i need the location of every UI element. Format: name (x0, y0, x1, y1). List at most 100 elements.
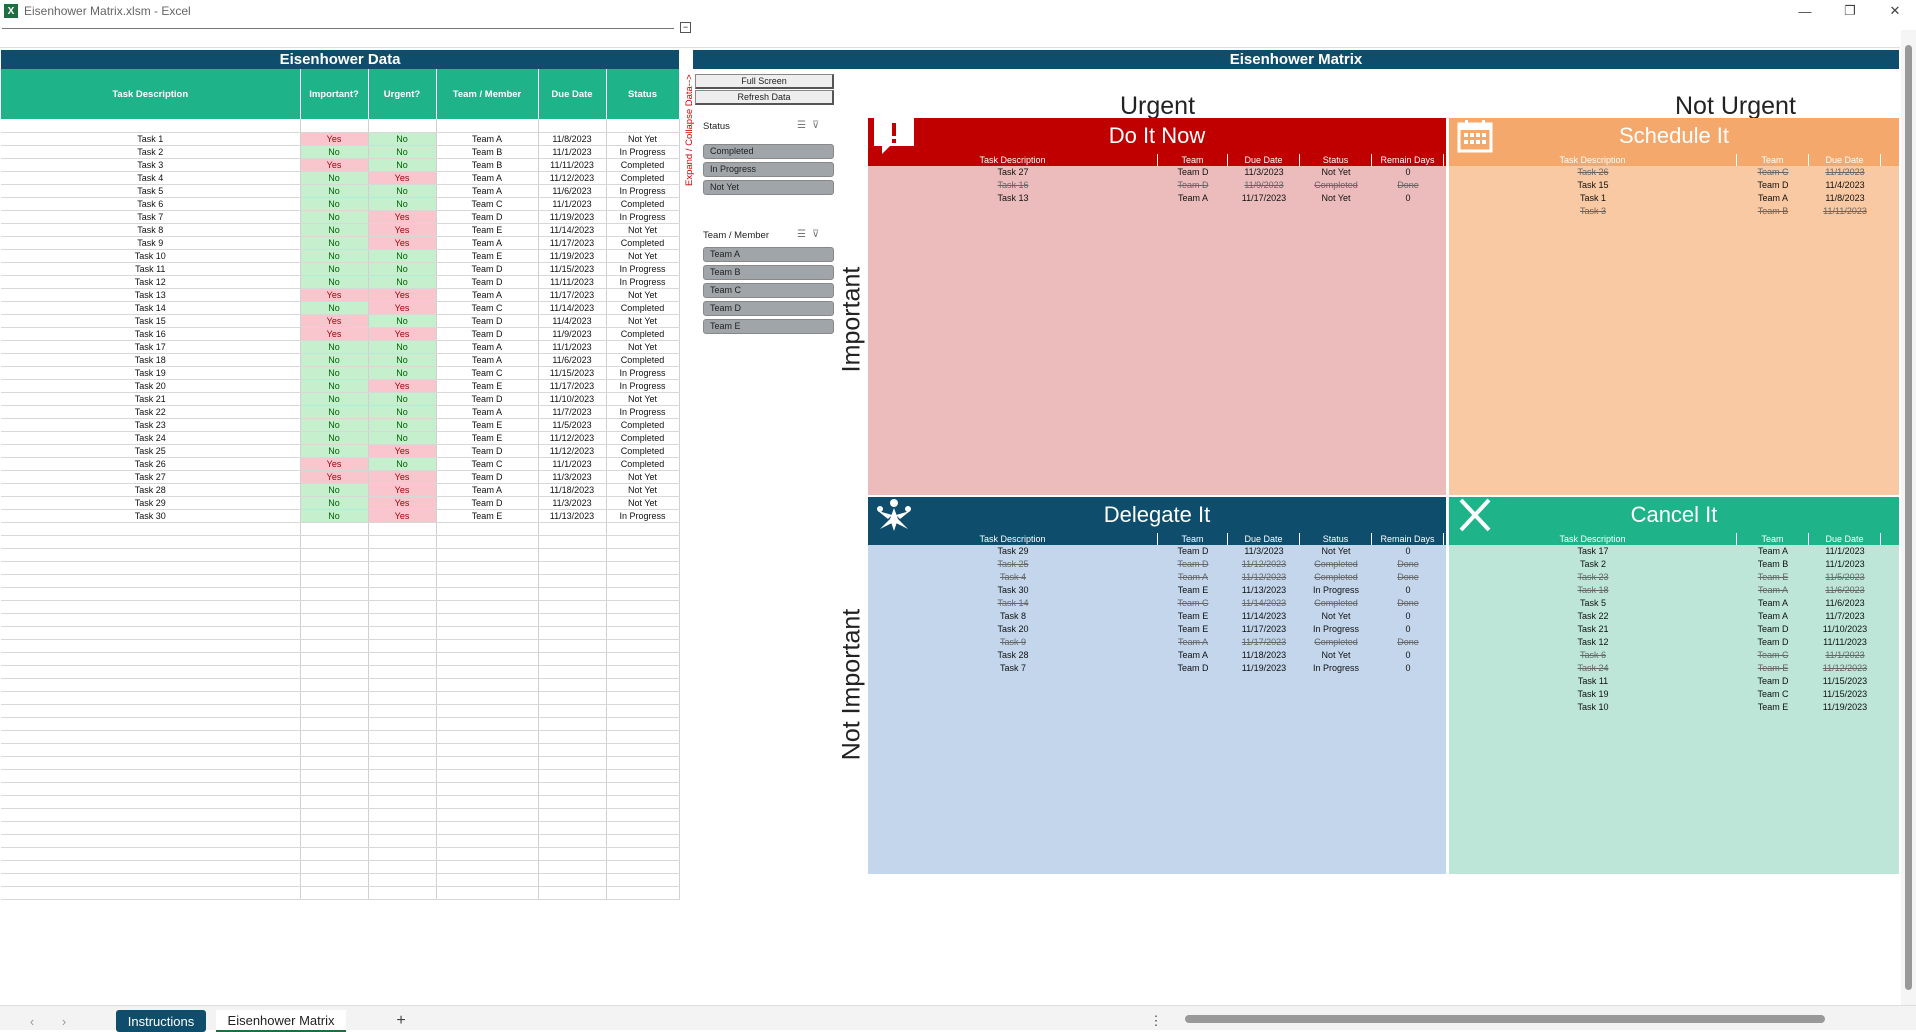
empty-cell[interactable] (368, 782, 437, 796)
empty-cell[interactable] (606, 639, 680, 653)
empty-cell[interactable] (436, 730, 539, 744)
empty-cell[interactable] (436, 808, 539, 822)
empty-cell[interactable] (300, 665, 369, 679)
empty-cell[interactable] (300, 613, 369, 627)
table-cell[interactable]: Task 25 (1, 444, 301, 458)
quadrant-cell[interactable]: Task 21 (1577, 624, 1609, 634)
table-cell[interactable]: Yes (368, 483, 437, 497)
vertical-scrollbar[interactable] (1901, 30, 1916, 1005)
empty-cell[interactable] (538, 665, 607, 679)
quadrant-cell[interactable]: Task 6 (1579, 650, 1606, 660)
quadrant-cell[interactable]: 11/10/2023 (1822, 624, 1868, 634)
quadrant-cell[interactable]: 0 (1405, 611, 1411, 621)
table-cell[interactable]: 11/6/2023 (538, 184, 607, 198)
empty-cell[interactable] (606, 574, 680, 588)
table-cell[interactable]: No (300, 431, 369, 445)
empty-cell[interactable] (606, 561, 680, 575)
table-cell[interactable]: 11/1/2023 (538, 340, 607, 354)
empty-cell[interactable] (606, 860, 680, 874)
empty-cell[interactable] (538, 847, 607, 861)
quadrant-cell[interactable]: 11/5/2023 (1825, 572, 1865, 582)
empty-cell[interactable] (368, 678, 437, 692)
table-cell[interactable]: Not Yet (606, 223, 680, 237)
quadrant-cell[interactable]: Task 9 (999, 637, 1026, 647)
empty-cell[interactable] (1, 600, 301, 614)
table-cell[interactable]: Task 1 (1, 132, 301, 146)
empty-cell[interactable] (1, 847, 301, 861)
table-cell[interactable]: Task 4 (1, 171, 301, 185)
quadrant-cell[interactable]: In Progress (1312, 663, 1360, 673)
scroll-thumb[interactable] (1905, 45, 1912, 990)
quadrant-cell[interactable]: Task 12 (1577, 637, 1609, 647)
table-cell[interactable]: Yes (368, 236, 437, 250)
empty-cell[interactable] (300, 873, 369, 887)
empty-cell[interactable] (300, 769, 369, 783)
quadrant-cell[interactable]: 0 (1405, 624, 1411, 634)
table-cell[interactable]: Completed (606, 457, 680, 471)
empty-cell[interactable] (606, 847, 680, 861)
empty-cell[interactable] (606, 782, 680, 796)
empty-cell[interactable] (606, 730, 680, 744)
table-cell[interactable]: Team E (436, 418, 539, 432)
quadrant-cell[interactable]: Task 2 (1579, 559, 1606, 569)
quadrant-cell[interactable]: Completed (1314, 572, 1358, 582)
empty-cell[interactable] (300, 678, 369, 692)
empty-cell[interactable] (300, 717, 369, 731)
quadrant-cell[interactable]: Team A (1177, 637, 1208, 647)
table-cell[interactable]: Yes (368, 470, 437, 484)
empty-cell[interactable] (300, 821, 369, 835)
table-cell[interactable]: Not Yet (606, 314, 680, 328)
empty-cell[interactable] (436, 886, 539, 900)
quadrant-cell[interactable]: 11/14/2023 (1241, 611, 1287, 621)
table-cell[interactable]: 11/11/2023 (538, 275, 607, 289)
empty-cell[interactable] (1, 769, 301, 783)
table-cell[interactable]: 11/17/2023 (538, 288, 607, 302)
quadrant-cell[interactable]: Completed (1314, 598, 1358, 608)
tab-eisenhower-matrix[interactable]: Eisenhower Matrix (216, 1010, 346, 1032)
empty-cell[interactable] (368, 873, 437, 887)
quadrant-cell[interactable]: Completed (1314, 559, 1358, 569)
table-cell[interactable]: 11/9/2023 (538, 327, 607, 341)
table-cell[interactable]: Yes (300, 314, 369, 328)
quadrant-cell[interactable]: Team A (1757, 585, 1788, 595)
table-cell[interactable]: Team B (436, 145, 539, 159)
column-header[interactable]: Team / Member (436, 69, 539, 119)
slicer-item-team-b[interactable]: Team B (703, 265, 834, 280)
add-sheet-button[interactable]: + (396, 1012, 406, 1029)
table-cell[interactable]: Task 22 (1, 405, 301, 419)
empty-cell[interactable] (538, 730, 607, 744)
quadrant-cell[interactable]: Completed (1314, 180, 1358, 190)
empty-cell[interactable] (606, 522, 680, 536)
quadrant-cell[interactable]: Task 11 (1577, 676, 1609, 686)
empty-cell[interactable] (368, 522, 437, 536)
empty-cell[interactable] (1, 886, 301, 900)
table-cell[interactable]: No (300, 496, 369, 510)
table-cell[interactable]: Team A (436, 483, 539, 497)
quadrant-cell[interactable]: Task 7 (999, 663, 1026, 673)
quadrant-cell[interactable]: 11/12/2023 (1822, 663, 1868, 673)
empty-cell[interactable] (606, 652, 680, 666)
table-cell[interactable]: Team D (436, 327, 539, 341)
empty-cell[interactable] (300, 587, 369, 601)
empty-cell[interactable] (1, 821, 301, 835)
table-cell[interactable]: 11/19/2023 (538, 210, 607, 224)
empty-cell[interactable] (368, 743, 437, 757)
table-cell[interactable]: In Progress (606, 210, 680, 224)
empty-cell[interactable] (300, 756, 369, 770)
table-cell[interactable]: No (300, 392, 369, 406)
empty-cell[interactable] (300, 782, 369, 796)
table-cell[interactable]: No (368, 145, 437, 159)
empty-cell[interactable] (538, 717, 607, 731)
table-cell[interactable]: Yes (300, 327, 369, 341)
table-cell[interactable]: In Progress (606, 509, 680, 523)
table-cell[interactable]: Team D (436, 314, 539, 328)
empty-cell[interactable] (436, 704, 539, 718)
quadrant-cell[interactable]: 11/11/2023 (1823, 206, 1867, 216)
empty-cell[interactable] (436, 639, 539, 653)
table-cell[interactable]: Yes (368, 223, 437, 237)
empty-cell[interactable] (300, 886, 369, 900)
quadrant-cell[interactable]: Task 1 (1579, 193, 1606, 203)
empty-cell[interactable] (300, 808, 369, 822)
empty-cell[interactable] (538, 873, 607, 887)
empty-cell[interactable] (538, 808, 607, 822)
